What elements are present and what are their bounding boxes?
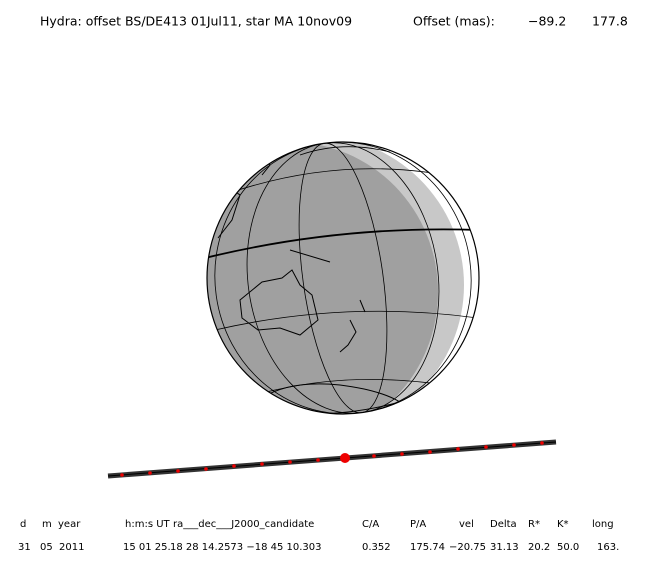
table-cell: 20.2	[528, 542, 550, 553]
column-header: ra___dec___J2000_candidate	[173, 519, 314, 530]
globe	[206, 141, 480, 415]
column-header: Delta	[490, 519, 517, 530]
title: Hydra: offset BS/DE413 01Jul11, star MA …	[40, 14, 352, 29]
table-cell: 0.352	[362, 542, 391, 553]
table-cell: 18 28 14.2573 −18 45 10.303	[170, 542, 322, 553]
table-cell: 05	[40, 542, 53, 553]
column-header: m	[42, 519, 52, 530]
data-table: d m year h:m:s UT ra___dec___J2000_candidate…	[18, 519, 619, 553]
column-header: year	[58, 519, 81, 530]
table-cell: 50.0	[557, 542, 579, 553]
table-cell: 15 01 25.	[123, 542, 171, 553]
column-header: P/A	[410, 519, 426, 530]
column-header: R*	[528, 519, 540, 530]
offset-value: 177.8	[592, 14, 628, 29]
offset-label: Offset (mas):	[413, 14, 495, 29]
table-cell: 31.13	[490, 542, 519, 553]
column-header: K*	[557, 519, 569, 530]
table-cell: 2011	[59, 542, 84, 553]
table-cell: 163.	[597, 542, 619, 553]
offset-value: −89.2	[528, 14, 566, 29]
column-header: C/A	[362, 519, 379, 530]
table-cell: −20.75	[449, 542, 486, 553]
column-header: vel	[459, 519, 474, 530]
table-cell: 175.74	[410, 542, 445, 553]
column-header: long	[592, 519, 614, 530]
column-header: d	[20, 519, 26, 530]
shadow-track	[107, 439, 557, 479]
table-cell: 31	[18, 542, 31, 553]
column-header: h:m:s UT	[125, 519, 171, 530]
